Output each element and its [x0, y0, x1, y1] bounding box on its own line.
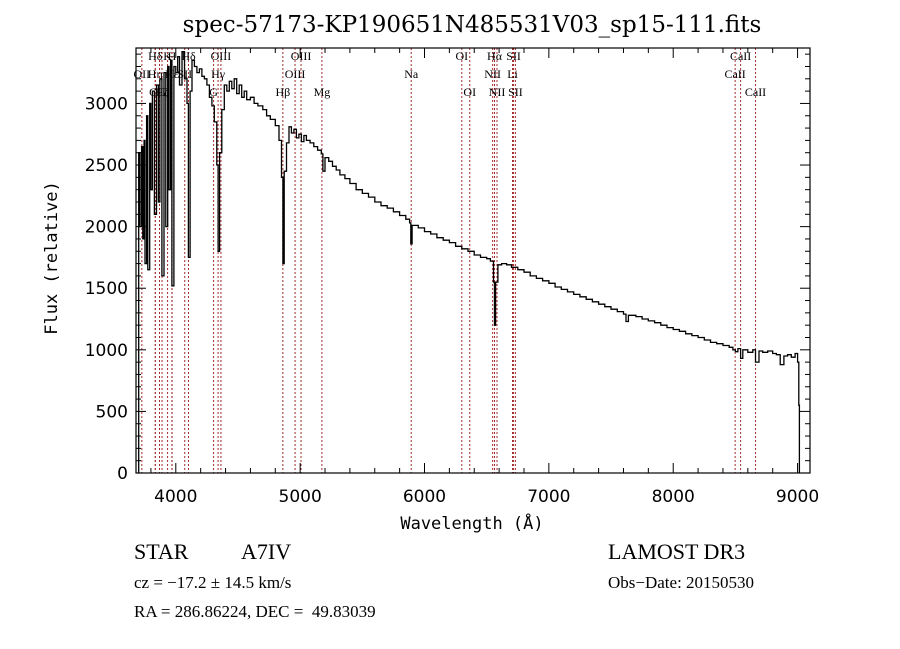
x-axis-title: Wavelength (Å)	[400, 512, 543, 534]
line-label-OIII-4363: OIII	[211, 49, 232, 63]
line-label-CaII-8498: CaII	[724, 67, 745, 81]
line-label-Hα: Hα	[487, 49, 503, 63]
line-label-H: H	[168, 49, 177, 63]
line-label-CaII-8542: CaII	[730, 49, 751, 63]
object-subclass: A7IV	[241, 539, 292, 564]
line-label-OI-6364: OI	[463, 85, 476, 99]
line-label-OII: OII	[134, 67, 151, 81]
line-label-NII-6548: NII	[484, 67, 501, 81]
object-class: STAR	[134, 539, 189, 564]
line-label-OIII-4959: OIII	[285, 67, 306, 81]
x-tick-label: 7000	[527, 487, 570, 507]
coordinates: RA = 286.86224, DEC = 49.83039	[134, 602, 376, 621]
y-tick-label: 1500	[85, 279, 128, 299]
axes: 4000 5000 6000 7000 8000 9000 0 500 1000 1500 2000…	[85, 48, 819, 507]
y-tick-label: 2000	[85, 218, 128, 238]
obs-date: Obs−Date: 20150530	[608, 573, 755, 592]
line-label-Hγ: Hγ	[211, 67, 226, 81]
x-tick-label: 8000	[652, 487, 695, 507]
line-label-SII-6731: SII	[508, 85, 523, 99]
y-tick-label: 3000	[85, 94, 128, 114]
line-label-NII-6583: NII	[489, 85, 506, 99]
line-label-G: G	[209, 85, 218, 99]
line-label-OIII-5007: OIII	[291, 49, 312, 63]
y-tick-label: 1000	[85, 341, 128, 361]
y-axis-title: Flux (relative)	[42, 181, 62, 335]
line-label-Hδ-group: Hδ	[148, 49, 163, 63]
line-label-SII-6716: SII	[506, 49, 521, 63]
line-label-K: K	[163, 49, 172, 63]
y-tick-label: 500	[96, 402, 128, 422]
x-tick-label: 9000	[776, 487, 819, 507]
line-label-Hβ: Hβ	[275, 85, 290, 99]
survey-label: LAMOST DR3	[608, 539, 746, 564]
plot-frame	[135, 47, 811, 474]
line-label-Hη: Hη	[148, 67, 163, 81]
x-tick-label: 6000	[403, 487, 446, 507]
line-label-OI-6300: OI	[455, 49, 468, 63]
redshift-readout: cz = −17.2 ± 14.5 km/s	[134, 573, 292, 592]
spectrum-line	[138, 51, 801, 474]
x-tick-label: 5000	[279, 487, 322, 507]
x-tick-label: 4000	[154, 487, 197, 507]
y-tick-label: 2500	[85, 156, 128, 176]
line-label-Na: Na	[404, 67, 419, 81]
chart-title: spec-57173-KP190651N485531V03_sp15-111.f…	[183, 12, 762, 38]
line-label-Mg: Mg	[314, 85, 331, 99]
y-tick-label: 0	[117, 464, 128, 484]
spectral-line-markers	[141, 48, 757, 473]
line-label-CaII-8662: CaII	[745, 85, 766, 99]
line-label-Li: Li	[507, 67, 518, 81]
